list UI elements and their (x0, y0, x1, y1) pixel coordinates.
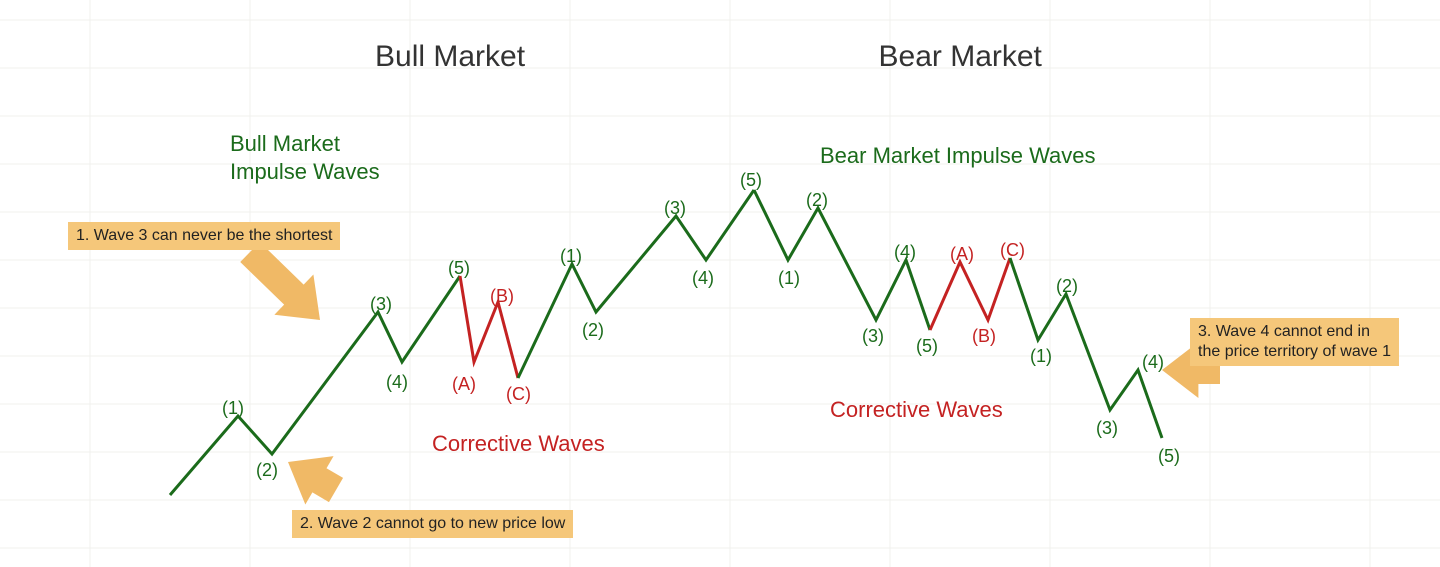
wave-label: (A) (950, 244, 974, 265)
wave-label: (3) (370, 294, 392, 315)
wave-label: (5) (448, 258, 470, 279)
subheading-bear-corrective: Corrective Waves (830, 396, 1003, 424)
wave-label: (2) (1056, 276, 1078, 297)
subheading-bull-corrective: Corrective Waves (432, 430, 605, 458)
grid-horizontal (0, 20, 1440, 548)
wave-label: (4) (386, 372, 408, 393)
wave-label: (5) (916, 336, 938, 357)
wave-label: (4) (1142, 352, 1164, 373)
wave-label: (5) (1158, 446, 1180, 467)
svg-layer (0, 0, 1440, 567)
wave-label: (1) (1030, 346, 1052, 367)
wave-label: (5) (740, 170, 762, 191)
wave-label: (B) (972, 326, 996, 347)
heading-bear: Bear Market (879, 40, 1042, 74)
wave-label: (3) (862, 326, 884, 347)
wave-label: (2) (582, 320, 604, 341)
arrow-icon (288, 456, 343, 504)
subheading-bear-impulse: Bear Market Impulse Waves (820, 142, 1096, 170)
wave-label: (3) (1096, 418, 1118, 439)
callout-rule-3: 3. Wave 4 cannot end in the price territ… (1190, 318, 1399, 366)
callout-rule-2: 2. Wave 2 cannot go to new price low (292, 510, 573, 538)
subheading-bull-impulse: Bull Market Impulse Waves (230, 130, 380, 185)
wave-label: (4) (894, 242, 916, 263)
wave-label: (1) (222, 398, 244, 419)
callout-rule-1: 1. Wave 3 can never be the shortest (68, 222, 340, 250)
wave-label: (4) (692, 268, 714, 289)
heading-bull: Bull Market (375, 40, 525, 74)
wave-label: (A) (452, 374, 476, 395)
wave-label: (2) (256, 460, 278, 481)
diagram-stage: Bull Market Bear Market Bull Market Impu… (0, 0, 1440, 567)
wave-label: (1) (560, 246, 582, 267)
wave-label: (C) (1000, 240, 1025, 261)
wave-label: (1) (778, 268, 800, 289)
wave-label: (C) (506, 384, 531, 405)
wave-label: (2) (806, 190, 828, 211)
wave-label: (B) (490, 286, 514, 307)
wave-label: (3) (664, 198, 686, 219)
